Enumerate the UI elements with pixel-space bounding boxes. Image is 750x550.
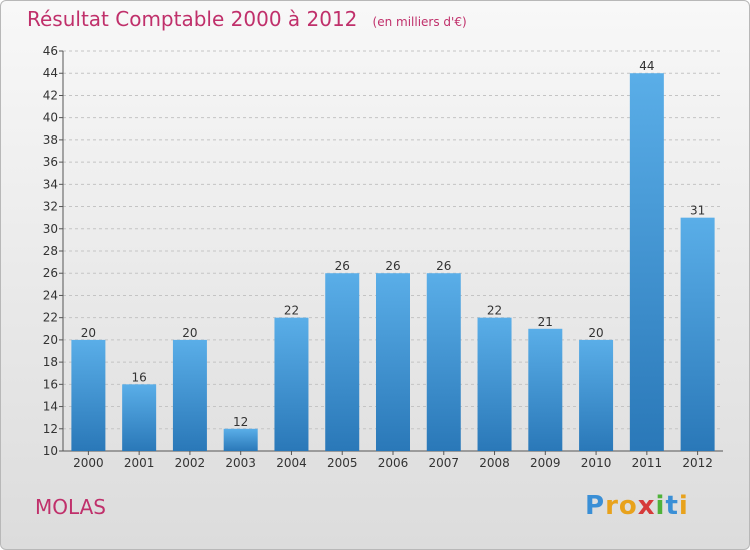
- bar-2002: [172, 339, 207, 451]
- data-label: 26: [385, 259, 400, 273]
- bar-2010: [579, 339, 614, 451]
- y-tick-label: 30: [43, 222, 58, 236]
- commune-name: MOLAS: [35, 495, 106, 519]
- y-tick-label: 12: [43, 422, 58, 436]
- y-tick-label: 32: [43, 200, 58, 214]
- y-tick-label: 10: [43, 444, 58, 458]
- x-tick-label: 2012: [682, 456, 713, 470]
- proxiti-logo[interactable]: Proxiti: [585, 491, 689, 521]
- label-layer: 2000 20 2001 16 2002 20 2003 12 2004 22 2005 26 2006…: [73, 59, 713, 470]
- bar-2000: [71, 339, 106, 451]
- x-tick-label: 2007: [428, 456, 459, 470]
- x-tick-label: 2004: [276, 456, 307, 470]
- data-label: 22: [284, 304, 299, 318]
- data-label: 26: [335, 259, 350, 273]
- y-tick-label: 18: [43, 355, 58, 369]
- bar-layer: [71, 73, 715, 451]
- bar-2012: [680, 217, 715, 451]
- data-label: 22: [487, 304, 502, 318]
- y-tick-label: 34: [43, 177, 58, 191]
- bar-2009: [528, 328, 563, 451]
- x-tick-label: 2011: [632, 456, 663, 470]
- y-tick-label: 36: [43, 155, 58, 169]
- chart-title-block: Résultat Comptable 2000 à 2012 (en milli…: [27, 7, 467, 31]
- data-label: 26: [436, 259, 451, 273]
- x-tick-label: 2006: [378, 456, 409, 470]
- x-tick-label: 2005: [327, 456, 358, 470]
- data-label: 44: [639, 59, 654, 73]
- data-label: 31: [690, 204, 705, 218]
- y-tick-label: 38: [43, 133, 58, 147]
- y-tick-label: 42: [43, 88, 58, 102]
- y-tick-label: 22: [43, 311, 58, 325]
- x-tick-label: 2010: [581, 456, 612, 470]
- data-label: 16: [132, 370, 147, 384]
- x-tick-label: 2002: [175, 456, 206, 470]
- y-tick-label: 24: [43, 288, 58, 302]
- y-tick-label: 44: [43, 66, 58, 80]
- x-tick-label: 2000: [73, 456, 104, 470]
- chart-unit: (en milliers d'€): [372, 15, 467, 29]
- data-label: 20: [81, 326, 96, 340]
- x-tick-label: 2001: [124, 456, 155, 470]
- y-tick-label: 26: [43, 266, 58, 280]
- data-label: 20: [588, 326, 603, 340]
- y-tick-label: 14: [43, 400, 58, 414]
- bar-2005: [325, 273, 360, 451]
- bar-2008: [477, 317, 512, 451]
- bar-2003: [223, 428, 258, 451]
- x-tick-label: 2008: [479, 456, 510, 470]
- bar-2001: [122, 384, 157, 451]
- y-tick-label: 40: [43, 111, 58, 125]
- x-tick-label: 2003: [225, 456, 256, 470]
- bar-2011: [629, 73, 664, 451]
- bar-2007: [426, 273, 461, 451]
- y-tick-label: 28: [43, 244, 58, 258]
- x-tick-label: 2009: [530, 456, 561, 470]
- data-label: 12: [233, 415, 248, 429]
- bar-2004: [274, 317, 309, 451]
- y-tick-label: 16: [43, 377, 58, 391]
- y-tick-label: 20: [43, 333, 58, 347]
- bar-2006: [376, 273, 410, 451]
- data-label: 20: [182, 326, 197, 340]
- y-tick-label: 46: [43, 44, 58, 58]
- data-label: 21: [538, 315, 553, 329]
- chart-title: Résultat Comptable 2000 à 2012: [27, 7, 358, 31]
- axis-layer: 10 12 14 16 18 20 22 24 26 28 30 32 34 36 38 40 42 44 46: [43, 44, 723, 458]
